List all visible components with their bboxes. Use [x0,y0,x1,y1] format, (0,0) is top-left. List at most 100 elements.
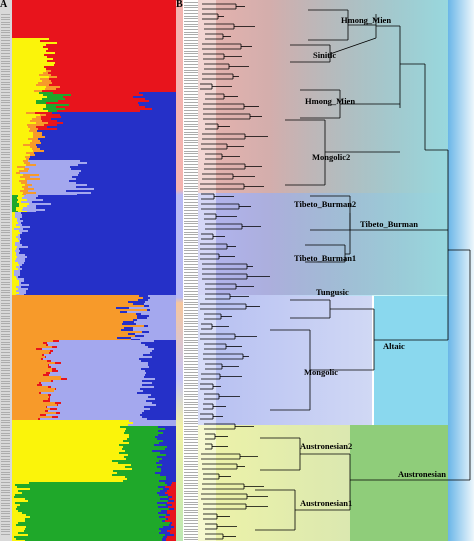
ancestry-segment [129,442,160,445]
sample-label-tick [1,42,10,44]
tree-tip-label [184,255,198,257]
ancestry-segment [33,150,45,153]
sample-label-tick [1,133,10,135]
ancestry-segment [12,252,17,255]
ancestry-segment [12,398,49,401]
ancestry-segment [142,390,177,393]
ancestry-segment [174,508,177,511]
tree-tip-label [184,39,198,41]
sample-label-tick [1,531,10,533]
tree-tip-label [184,280,198,282]
sample-label-tick [1,229,10,231]
ancestry-segment [12,62,56,65]
ancestry-segment [39,382,42,385]
ancestry-segment [64,98,147,101]
ancestry-segment [21,232,177,235]
ancestry-segment [12,160,25,163]
sample-label-tick [1,45,10,47]
tree-tip-label [184,523,198,525]
tree-tip-label [184,485,198,487]
tree-tip-label [184,515,198,516]
tree-tip-label [184,466,198,468]
ancestry-segment [20,240,177,243]
sample-label-tick [1,151,10,153]
sample-label-tick [1,141,10,143]
tree-tip-label [184,434,198,435]
ancestry-segment [12,242,16,245]
clade-label-austronesian: Austronesian [398,469,447,479]
ancestry-segment [18,490,162,493]
tree-tip-label [184,253,198,255]
ancestry-segment [12,282,20,285]
ancestry-segment [42,384,143,387]
ancestry-segment [35,116,42,119]
ancestry-segment [77,174,177,177]
sample-label-tick [1,279,10,281]
tree-tip-label [184,42,198,44]
ancestry-segment [170,484,177,487]
ancestry-segment [12,34,177,37]
sample-label-tick [1,461,10,463]
ancestry-segment [46,106,57,109]
ancestry-segment [20,282,177,285]
sample-label-tick [1,118,10,119]
ancestry-segment [17,486,159,489]
ancestry-segment [167,530,177,533]
tree-tip-label [184,164,198,165]
sample-label-tick [1,375,10,377]
ancestry-segment [160,468,177,471]
ancestry-segment [26,514,167,517]
ancestry-segment [12,172,17,175]
ancestry-segment [12,84,37,87]
tree-tip-label [184,328,198,330]
ancestry-segment [12,174,24,177]
ancestry-segment [21,197,37,200]
ancestry-segment [49,396,149,399]
ancestry-segment [125,476,167,479]
tree-tip-label [184,223,198,225]
sample-label-tick [1,266,10,268]
ancestry-segment [16,290,27,293]
ancestry-segment [12,184,26,187]
ancestry-segment [12,278,18,281]
ancestry-segment [165,478,177,481]
ancestry-segment [46,56,177,59]
ancestry-segment [47,410,145,413]
ancestry-segment [19,218,177,221]
ancestry-segment [12,216,16,219]
ancestry-segment [12,288,19,291]
sample-label-tick [1,183,10,184]
ancestry-segment [29,158,177,161]
ancestry-segment [12,319,134,322]
ancestry-segment [12,195,19,198]
ancestry-segment [26,205,37,208]
ancestry-segment [12,356,46,359]
tree-tip-label [184,209,198,211]
ancestry-segment [54,390,144,393]
tree-tip-label [184,218,198,219]
ancestry-segment [12,104,47,107]
group-band [198,425,350,541]
ancestry-segment [12,122,37,125]
ancestry-segment [128,333,136,336]
ancestry-segment [152,382,177,385]
tree-tip-label [184,301,198,303]
tree-tip-label [184,326,198,327]
ancestry-segment [35,112,53,115]
ancestry-segment [12,508,17,511]
tree-tip-label [184,53,198,55]
ancestry-segment [18,268,23,271]
ancestry-segment [19,504,167,507]
sample-label-tick [1,84,10,86]
sample-label-tick [1,32,10,34]
ancestry-segment [12,120,31,123]
ancestry-segment [172,482,177,485]
ancestry-segment [72,176,177,179]
ancestry-segment [12,88,46,91]
ancestry-segment [26,182,77,185]
sample-label-tick [1,276,10,278]
tree-tip-label [184,174,198,176]
ancestry-segment [42,358,140,361]
sample-label-tick [1,175,10,177]
ancestry-segment [32,140,41,143]
